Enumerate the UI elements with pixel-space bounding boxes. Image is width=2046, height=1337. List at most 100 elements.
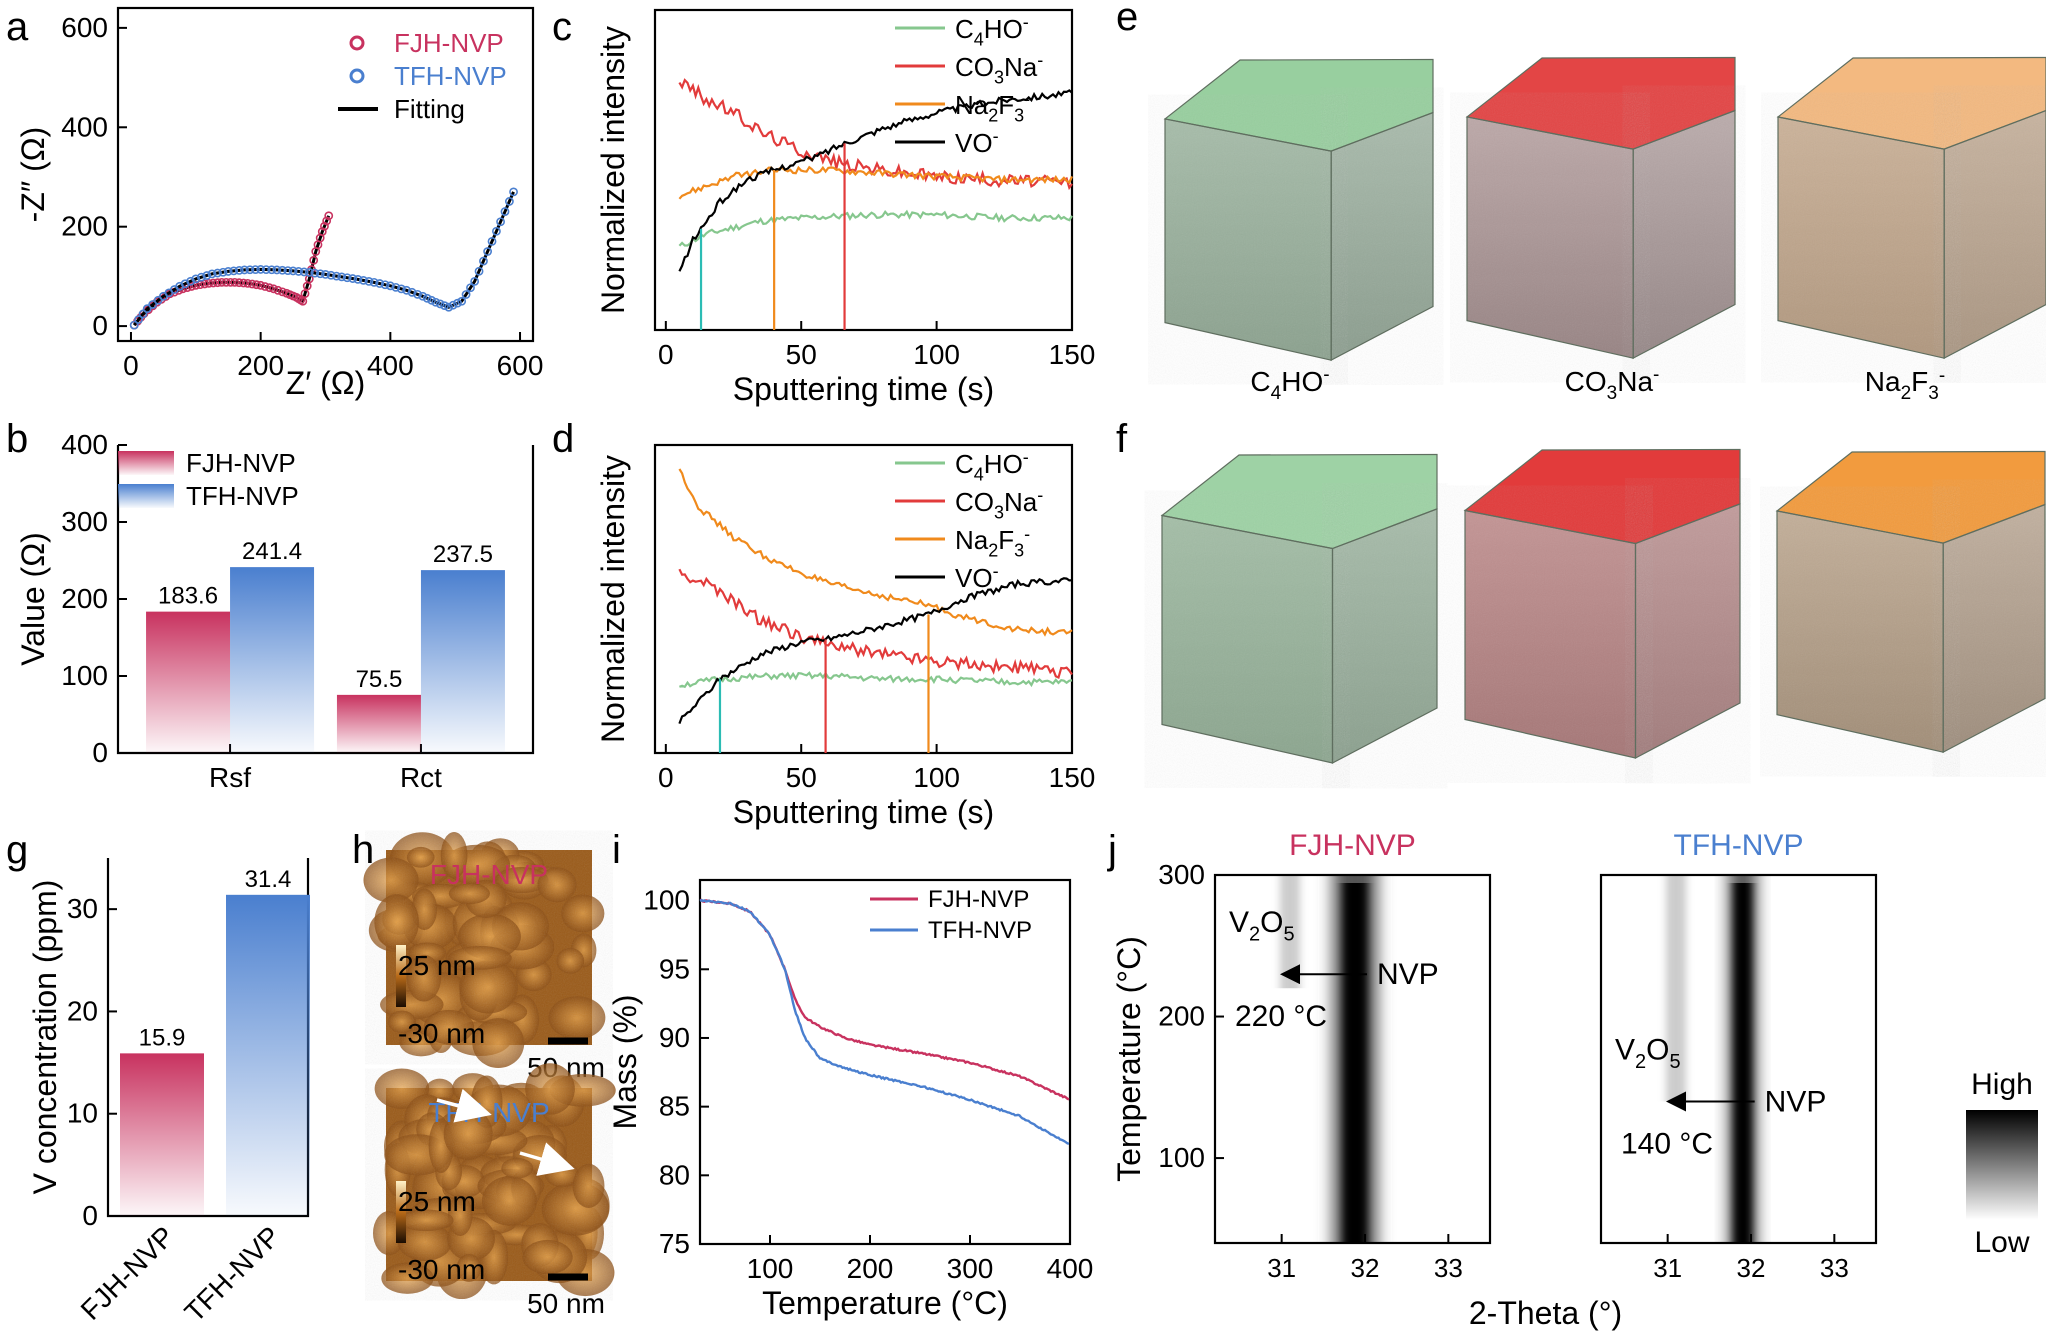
y-tick-label: 95 <box>659 953 690 984</box>
y-tick-label: 200 <box>61 583 108 614</box>
data-point <box>200 279 210 289</box>
panel-letter-f: f <box>1116 417 1128 461</box>
data-point <box>380 280 390 290</box>
legend-swatch <box>118 451 174 475</box>
afm-texture <box>386 850 592 1045</box>
panel-g: 0 10 20 30 15.9 FJH-NVP 31.4 TFH-NVP V concentra… <box>27 858 310 1328</box>
afm-sample-label: FJH-NVP <box>430 859 548 890</box>
cube-face-top <box>1467 57 1735 150</box>
panel-c: 0 50 100 150 Sputtering time (s) Normalized i… <box>595 8 1095 407</box>
afm-arrow <box>436 1088 492 1123</box>
data-point <box>213 278 222 288</box>
data-point <box>221 277 231 287</box>
data-point <box>256 265 266 274</box>
y-tick-label: 85 <box>659 1091 690 1122</box>
formula-part: - <box>1939 365 1945 386</box>
plot-frame <box>1599 873 1878 1245</box>
x-tick-label: 150 <box>1049 762 1096 793</box>
cube-texture <box>1944 110 2046 359</box>
formula-part: Na <box>1004 52 1038 82</box>
v2o5-trace <box>1666 875 1686 1102</box>
x-tick-label: 32 <box>1737 1253 1766 1283</box>
panel-letter-j: j <box>1107 828 1117 872</box>
data-point <box>277 265 287 275</box>
formula-part: - <box>993 561 999 581</box>
data-point <box>479 256 488 266</box>
afm-arrow <box>519 1142 575 1176</box>
data-point <box>204 278 214 288</box>
formula-part: O <box>1260 906 1283 939</box>
formula-part: HO <box>1281 366 1323 397</box>
formula-part: C <box>1250 366 1270 397</box>
cube-texture <box>1467 116 1634 359</box>
formula-part: Na <box>955 525 989 555</box>
y-axis-label: -Z″ (Ω) <box>15 127 51 223</box>
formula-part: 2 <box>1249 924 1260 946</box>
data-point <box>369 277 379 287</box>
x-tick-label: Rct <box>400 762 442 793</box>
v2o5-trace <box>1280 875 1300 989</box>
bar-value-label: 241.4 <box>242 538 302 565</box>
data-point <box>422 293 432 303</box>
formula-part: C <box>955 14 974 44</box>
phase-label-nvp: NVP <box>1765 1085 1827 1118</box>
cube-edge <box>1463 448 1741 545</box>
cube-label: C4HO- <box>1250 364 1329 403</box>
data-point <box>332 271 341 281</box>
legend-label: CO3Na- <box>955 50 1043 87</box>
formula-part: Na <box>1865 366 1901 397</box>
data-point <box>326 270 336 280</box>
cube-label: Na2F3- <box>1865 365 1945 403</box>
data-point <box>322 216 332 226</box>
data-point <box>466 283 475 293</box>
formula-part: Na <box>955 90 989 120</box>
bar <box>146 611 231 753</box>
panel-letter-d: d <box>552 417 574 461</box>
formula-part: 2 <box>1635 1051 1646 1073</box>
data-point <box>375 279 385 288</box>
formula-part: V <box>1229 906 1249 939</box>
legend-label: C4HO- <box>955 447 1029 484</box>
x-axis-label: 2-Theta (°) <box>1469 1295 1622 1331</box>
formula-part: - <box>1023 12 1029 32</box>
formula-part: 3 <box>994 502 1004 522</box>
afm-scalebar-label: 50 nm <box>527 1288 605 1319</box>
y-tick-label: 0 <box>92 310 108 341</box>
legend-label: TFH-NVP <box>394 61 507 91</box>
data-point <box>245 265 255 275</box>
heatmap-title: TFH-NVP <box>1674 829 1804 862</box>
formula-part: - <box>1037 50 1043 70</box>
data-point <box>431 297 441 307</box>
data-point <box>509 187 518 197</box>
bar-value-label: 75.5 <box>356 666 403 693</box>
colorbar-low-label: Low <box>1974 1226 2029 1259</box>
x-tick-label: 0 <box>658 762 674 793</box>
data-point <box>470 276 480 286</box>
data-point <box>342 273 352 283</box>
x-tick-label: 50 <box>786 762 817 793</box>
data-point <box>440 301 449 311</box>
formula-part: Na <box>1004 487 1038 517</box>
data-point <box>207 269 217 279</box>
x-tick-label: Rsf <box>209 762 251 793</box>
data-point <box>483 247 493 256</box>
data-point <box>402 285 411 295</box>
data-point <box>148 300 158 309</box>
x-tick-label: 33 <box>1434 1253 1463 1283</box>
x-tick-label: 50 <box>786 339 817 370</box>
data-point <box>243 278 253 288</box>
panel-f <box>1160 448 2046 764</box>
cube-na2f3 <box>1775 450 2046 754</box>
data-point <box>304 268 314 277</box>
cube-texture <box>1943 504 2045 753</box>
bar-value-label: 183.6 <box>158 583 218 610</box>
data-point <box>260 282 270 291</box>
formula-part: O <box>1646 1033 1669 1066</box>
data-point <box>273 285 283 295</box>
data-point <box>364 276 374 286</box>
legend-label: Fitting <box>394 94 465 124</box>
plot-frame <box>653 8 1074 332</box>
data-point <box>435 299 445 309</box>
